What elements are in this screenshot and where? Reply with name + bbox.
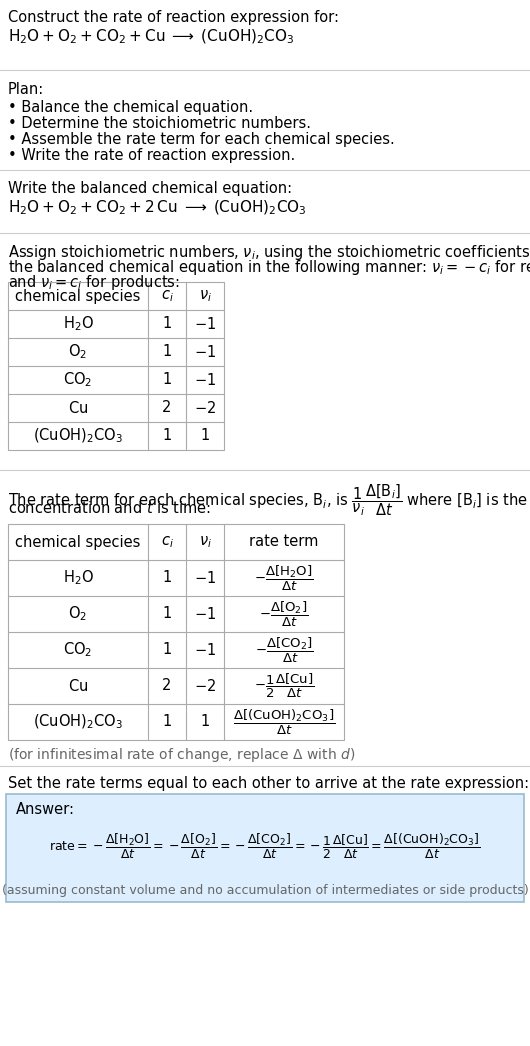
Text: $-1$: $-1$ [194,372,216,388]
Text: 1: 1 [162,607,172,621]
Text: $-\dfrac{\Delta[\mathrm{H_2O}]}{\Delta t}$: $-\dfrac{\Delta[\mathrm{H_2O}]}{\Delta t… [254,564,314,593]
Text: $-1$: $-1$ [194,344,216,360]
Text: 1: 1 [162,642,172,658]
Text: $\mathrm{Cu}$: $\mathrm{Cu}$ [68,400,88,416]
Text: $\mathrm{H_2O + O_2 + CO_2 + Cu}\;\longrightarrow\;\mathrm{(CuOH)_2CO_3}$: $\mathrm{H_2O + O_2 + CO_2 + Cu}\;\longr… [8,28,295,46]
Text: $\mathrm{H_2O}$: $\mathrm{H_2O}$ [63,315,93,334]
Text: $\mathrm{rate} = -\dfrac{\Delta[\mathrm{H_2O}]}{\Delta t} = -\dfrac{\Delta[\math: $\mathrm{rate} = -\dfrac{\Delta[\mathrm{… [49,832,481,861]
Text: the balanced chemical equation in the following manner: $\nu_i = -c_i$ for react: the balanced chemical equation in the fo… [8,258,530,277]
Text: rate term: rate term [249,535,319,549]
Text: 2: 2 [162,679,172,693]
Text: $-1$: $-1$ [194,642,216,658]
Text: $c_i$: $c_i$ [161,288,173,303]
Text: 1: 1 [200,429,210,444]
Text: • Balance the chemical equation.: • Balance the chemical equation. [8,100,253,115]
Text: $c_i$: $c_i$ [161,535,173,550]
Text: (for infinitesimal rate of change, replace $\Delta$ with $d$): (for infinitesimal rate of change, repla… [8,746,355,764]
Text: chemical species: chemical species [15,535,140,549]
Text: $\nu_i$: $\nu_i$ [199,288,211,303]
Bar [6,794,524,902]
Text: Answer:: Answer: [16,802,75,817]
Text: 1: 1 [200,714,210,729]
Text: $-\dfrac{\Delta[\mathrm{O_2}]}{\Delta t}$: $-\dfrac{\Delta[\mathrm{O_2}]}{\Delta t}… [259,599,308,629]
Text: $-1$: $-1$ [194,316,216,332]
Text: $\dfrac{\Delta[\mathrm{(CuOH)_2CO_3}]}{\Delta t}$: $\dfrac{\Delta[\mathrm{(CuOH)_2CO_3}]}{\… [233,707,335,736]
Text: 1: 1 [162,372,172,387]
Text: 1: 1 [162,429,172,444]
Text: $\mathrm{H_2O}$: $\mathrm{H_2O}$ [63,569,93,588]
Text: Assign stoichiometric numbers, $\nu_i$, using the stoichiometric coefficients, $: Assign stoichiometric numbers, $\nu_i$, … [8,243,530,262]
Text: 1: 1 [162,714,172,729]
Text: • Write the rate of reaction expression.: • Write the rate of reaction expression. [8,147,295,163]
Bar [8,282,224,450]
Text: $\nu_i$: $\nu_i$ [199,535,211,550]
Text: $-\dfrac{\Delta[\mathrm{CO_2}]}{\Delta t}$: $-\dfrac{\Delta[\mathrm{CO_2}]}{\Delta t… [255,635,313,664]
Bar [8,524,344,740]
Text: 1: 1 [162,344,172,360]
Text: Set the rate terms equal to each other to arrive at the rate expression:: Set the rate terms equal to each other t… [8,776,529,791]
Text: $\mathrm{Cu}$: $\mathrm{Cu}$ [68,678,88,693]
Text: $-2$: $-2$ [194,678,216,693]
Text: Write the balanced chemical equation:: Write the balanced chemical equation: [8,181,292,196]
Text: (assuming constant volume and no accumulation of intermediates or side products): (assuming constant volume and no accumul… [2,884,528,897]
Text: Construct the rate of reaction expression for:: Construct the rate of reaction expressio… [8,10,339,25]
Text: concentration and $t$ is time:: concentration and $t$ is time: [8,500,211,516]
Text: $\mathrm{O_2}$: $\mathrm{O_2}$ [68,605,87,623]
Text: 1: 1 [162,317,172,332]
Text: • Assemble the rate term for each chemical species.: • Assemble the rate term for each chemic… [8,132,395,147]
Text: 2: 2 [162,401,172,415]
Text: The rate term for each chemical species, $\mathrm{B}_i$, is $\dfrac{1}{\nu_i}\df: The rate term for each chemical species,… [8,482,530,518]
Text: $\mathrm{H_2O + O_2 + CO_2 + 2\,Cu}\;\longrightarrow\;\mathrm{(CuOH)_2CO_3}$: $\mathrm{H_2O + O_2 + CO_2 + 2\,Cu}\;\lo… [8,199,307,218]
Text: and $\nu_i = c_i$ for products:: and $\nu_i = c_i$ for products: [8,273,180,292]
Text: $\mathrm{(CuOH)_2CO_3}$: $\mathrm{(CuOH)_2CO_3}$ [33,712,123,731]
Text: $\mathrm{(CuOH)_2CO_3}$: $\mathrm{(CuOH)_2CO_3}$ [33,427,123,446]
Text: 1: 1 [162,570,172,586]
Text: $-\dfrac{1}{2}\dfrac{\Delta[\mathrm{Cu}]}{\Delta t}$: $-\dfrac{1}{2}\dfrac{\Delta[\mathrm{Cu}]… [254,672,314,700]
Text: $\mathrm{O_2}$: $\mathrm{O_2}$ [68,343,87,361]
Text: $\mathrm{CO_2}$: $\mathrm{CO_2}$ [64,370,93,389]
Text: $-2$: $-2$ [194,400,216,416]
Text: $-1$: $-1$ [194,570,216,586]
Text: $\mathrm{CO_2}$: $\mathrm{CO_2}$ [64,640,93,659]
Text: $-1$: $-1$ [194,606,216,622]
Text: chemical species: chemical species [15,289,140,303]
Text: • Determine the stoichiometric numbers.: • Determine the stoichiometric numbers. [8,116,311,131]
Text: Plan:: Plan: [8,82,44,97]
